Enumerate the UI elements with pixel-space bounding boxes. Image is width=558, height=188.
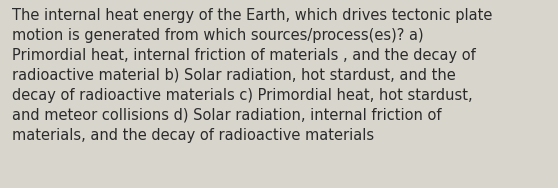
- Text: The internal heat energy of the Earth, which drives tectonic plate
motion is gen: The internal heat energy of the Earth, w…: [12, 8, 493, 143]
